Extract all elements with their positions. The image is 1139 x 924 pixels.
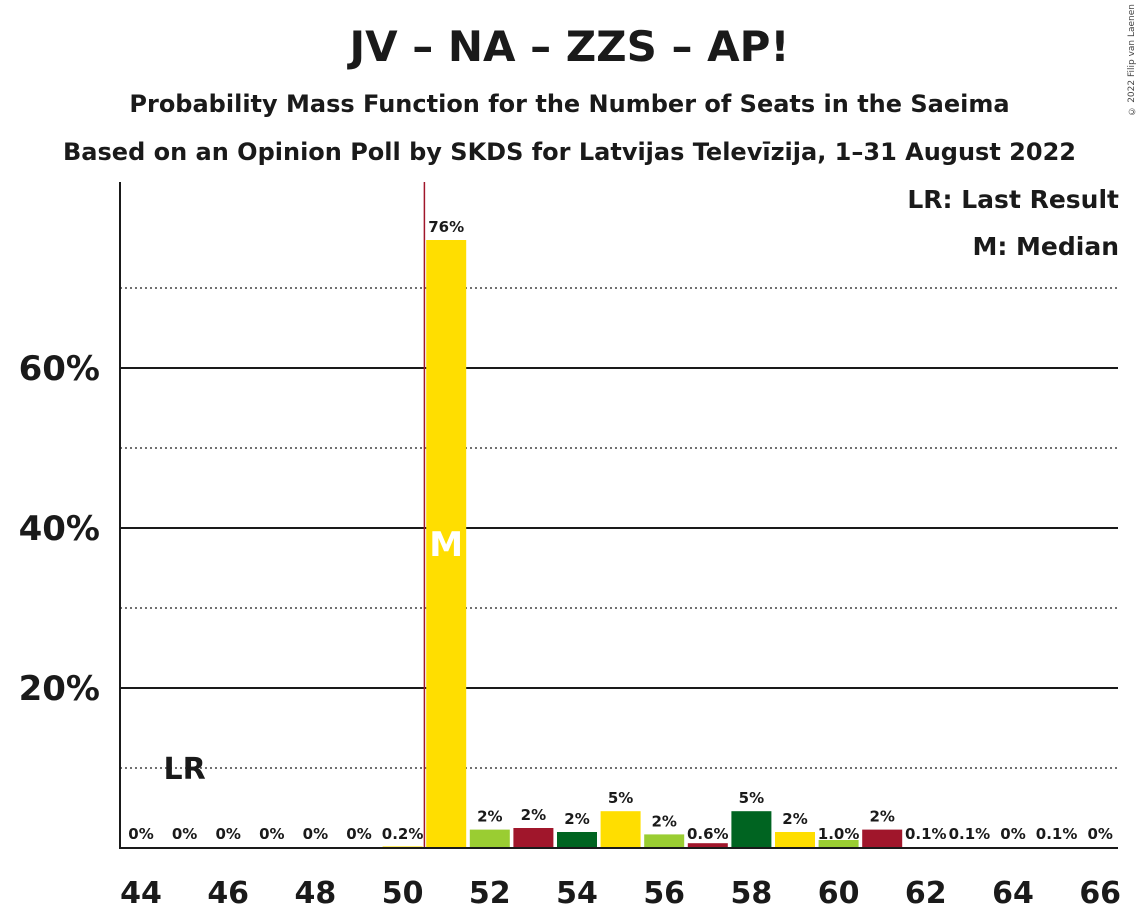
y-tick-label-60: 60% — [19, 349, 100, 389]
x-tick-label-64: 64 — [992, 876, 1034, 911]
data-label-seat-58: 5% — [739, 789, 764, 807]
legend-last-result: LR: Last Result — [907, 185, 1119, 214]
data-label-seat-61: 2% — [869, 808, 894, 826]
data-label-seat-57: 0.6% — [687, 825, 729, 843]
data-label-seat-59: 2% — [782, 810, 807, 828]
data-label-seat-66: 0% — [1087, 825, 1112, 843]
x-tick-label-56: 56 — [643, 876, 685, 911]
bar-seat-59 — [775, 832, 815, 848]
bar-seat-53 — [513, 828, 554, 848]
x-tick-label-50: 50 — [382, 876, 424, 911]
data-label-seat-49: 0% — [346, 825, 371, 843]
chart-title: JV – NA – ZZS – AP! — [349, 22, 790, 71]
median-marker: M — [429, 525, 463, 565]
data-label-seat-52: 2% — [477, 808, 502, 826]
legend-median: M: Median — [972, 232, 1119, 261]
data-label-seat-55: 5% — [608, 789, 633, 807]
x-tick-label-46: 46 — [207, 876, 249, 911]
bar-seat-58 — [731, 811, 772, 848]
data-label-seat-64: 0% — [1000, 825, 1025, 843]
data-label-seat-56: 2% — [651, 812, 676, 830]
x-tick-label-60: 60 — [818, 876, 860, 911]
y-tick-label-40: 40% — [19, 509, 100, 549]
data-label-seat-60: 1.0% — [818, 825, 860, 843]
chart-subtitle: Probability Mass Function for the Number… — [129, 90, 1010, 118]
data-label-seat-46: 0% — [215, 825, 240, 843]
data-label-seat-47: 0% — [259, 825, 284, 843]
data-label-seat-53: 2% — [521, 806, 546, 824]
bar-seat-60 — [818, 840, 859, 848]
x-tick-label-52: 52 — [469, 876, 511, 911]
data-label-seat-63: 0.1% — [949, 825, 991, 843]
data-label-seat-45: 0% — [172, 825, 197, 843]
x-tick-label-66: 66 — [1079, 876, 1121, 911]
x-tick-label-44: 44 — [120, 876, 162, 911]
data-label-seat-44: 0% — [128, 825, 153, 843]
data-label-seat-48: 0% — [303, 825, 328, 843]
bar-seat-51 — [426, 240, 467, 848]
data-label-seat-62: 0.1% — [905, 825, 947, 843]
data-label-seat-54: 2% — [564, 810, 589, 828]
bar-seat-54 — [557, 832, 597, 848]
x-tick-label-48: 48 — [295, 876, 337, 911]
y-tick-label-20: 20% — [19, 669, 100, 709]
x-tick-label-62: 62 — [905, 876, 947, 911]
data-label-seat-51: 76% — [428, 218, 464, 236]
bar-seat-61 — [862, 829, 903, 848]
bar-seat-55 — [600, 811, 641, 848]
data-label-seat-65: 0.1% — [1036, 825, 1078, 843]
x-tick-label-58: 58 — [731, 876, 773, 911]
last-result-marker: LR — [163, 752, 205, 787]
bar-seat-56 — [644, 834, 685, 848]
bar-seat-52 — [469, 829, 510, 848]
chart-source: Based on an Opinion Poll by SKDS for Lat… — [63, 138, 1076, 166]
x-tick-label-54: 54 — [556, 876, 598, 911]
bar-seat-57 — [687, 843, 728, 848]
data-label-seat-50: 0.2% — [382, 825, 424, 843]
